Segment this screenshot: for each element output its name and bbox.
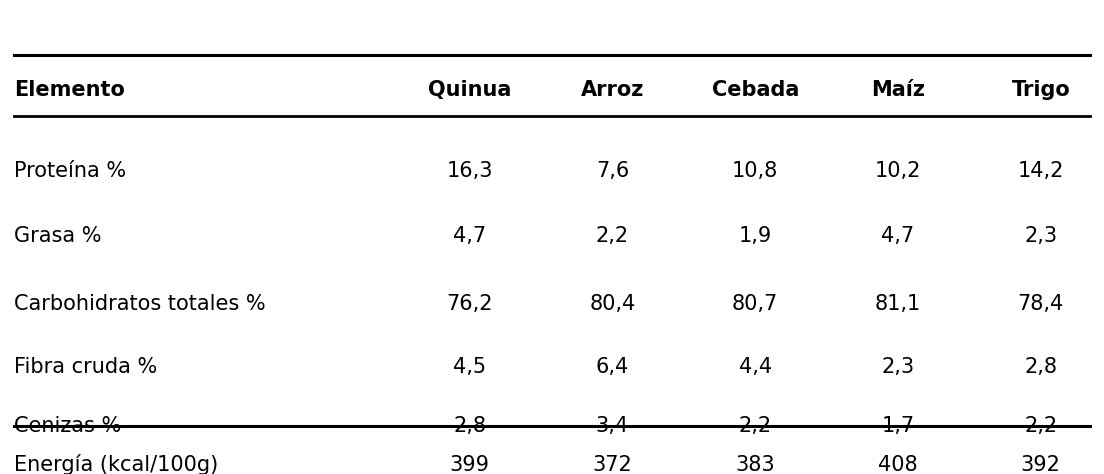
Text: Cebada: Cebada xyxy=(711,80,799,100)
Text: 76,2: 76,2 xyxy=(446,294,492,314)
Text: 392: 392 xyxy=(1021,455,1061,474)
Text: 16,3: 16,3 xyxy=(446,161,492,181)
Text: Arroz: Arroz xyxy=(581,80,644,100)
Text: Proteína %: Proteína % xyxy=(13,161,126,181)
Text: 1,9: 1,9 xyxy=(739,226,772,246)
Text: Carbohidratos totales %: Carbohidratos totales % xyxy=(13,294,265,314)
Text: 2,8: 2,8 xyxy=(453,416,486,436)
Text: 6,4: 6,4 xyxy=(596,357,629,377)
Text: 383: 383 xyxy=(735,455,775,474)
Text: 4,7: 4,7 xyxy=(453,226,486,246)
Text: 399: 399 xyxy=(449,455,489,474)
Text: 2,8: 2,8 xyxy=(1025,357,1058,377)
Text: Maíz: Maíz xyxy=(871,80,925,100)
Text: 2,2: 2,2 xyxy=(596,226,629,246)
Text: 14,2: 14,2 xyxy=(1018,161,1064,181)
Text: 3,4: 3,4 xyxy=(596,416,629,436)
Text: 2,2: 2,2 xyxy=(739,416,772,436)
Text: Fibra cruda %: Fibra cruda % xyxy=(13,357,157,377)
Text: 2,3: 2,3 xyxy=(1025,226,1058,246)
Text: 408: 408 xyxy=(878,455,917,474)
Text: 4,7: 4,7 xyxy=(881,226,914,246)
Text: 4,5: 4,5 xyxy=(453,357,486,377)
Text: 80,4: 80,4 xyxy=(590,294,636,314)
Text: 81,1: 81,1 xyxy=(874,294,921,314)
Text: Trigo: Trigo xyxy=(1011,80,1070,100)
Text: 4,4: 4,4 xyxy=(739,357,772,377)
Text: 78,4: 78,4 xyxy=(1018,294,1064,314)
Text: Cenizas %: Cenizas % xyxy=(13,416,121,436)
Text: 2,3: 2,3 xyxy=(881,357,914,377)
Text: Grasa %: Grasa % xyxy=(13,226,102,246)
Text: Energía (kcal/100g): Energía (kcal/100g) xyxy=(13,455,217,474)
Text: 2,2: 2,2 xyxy=(1025,416,1058,436)
Text: Quinua: Quinua xyxy=(428,80,511,100)
Text: 10,2: 10,2 xyxy=(874,161,921,181)
Text: 7,6: 7,6 xyxy=(596,161,629,181)
Text: 80,7: 80,7 xyxy=(732,294,778,314)
Text: 1,7: 1,7 xyxy=(881,416,914,436)
Text: Elemento: Elemento xyxy=(13,80,125,100)
Text: 372: 372 xyxy=(593,455,633,474)
Text: 10,8: 10,8 xyxy=(732,161,778,181)
